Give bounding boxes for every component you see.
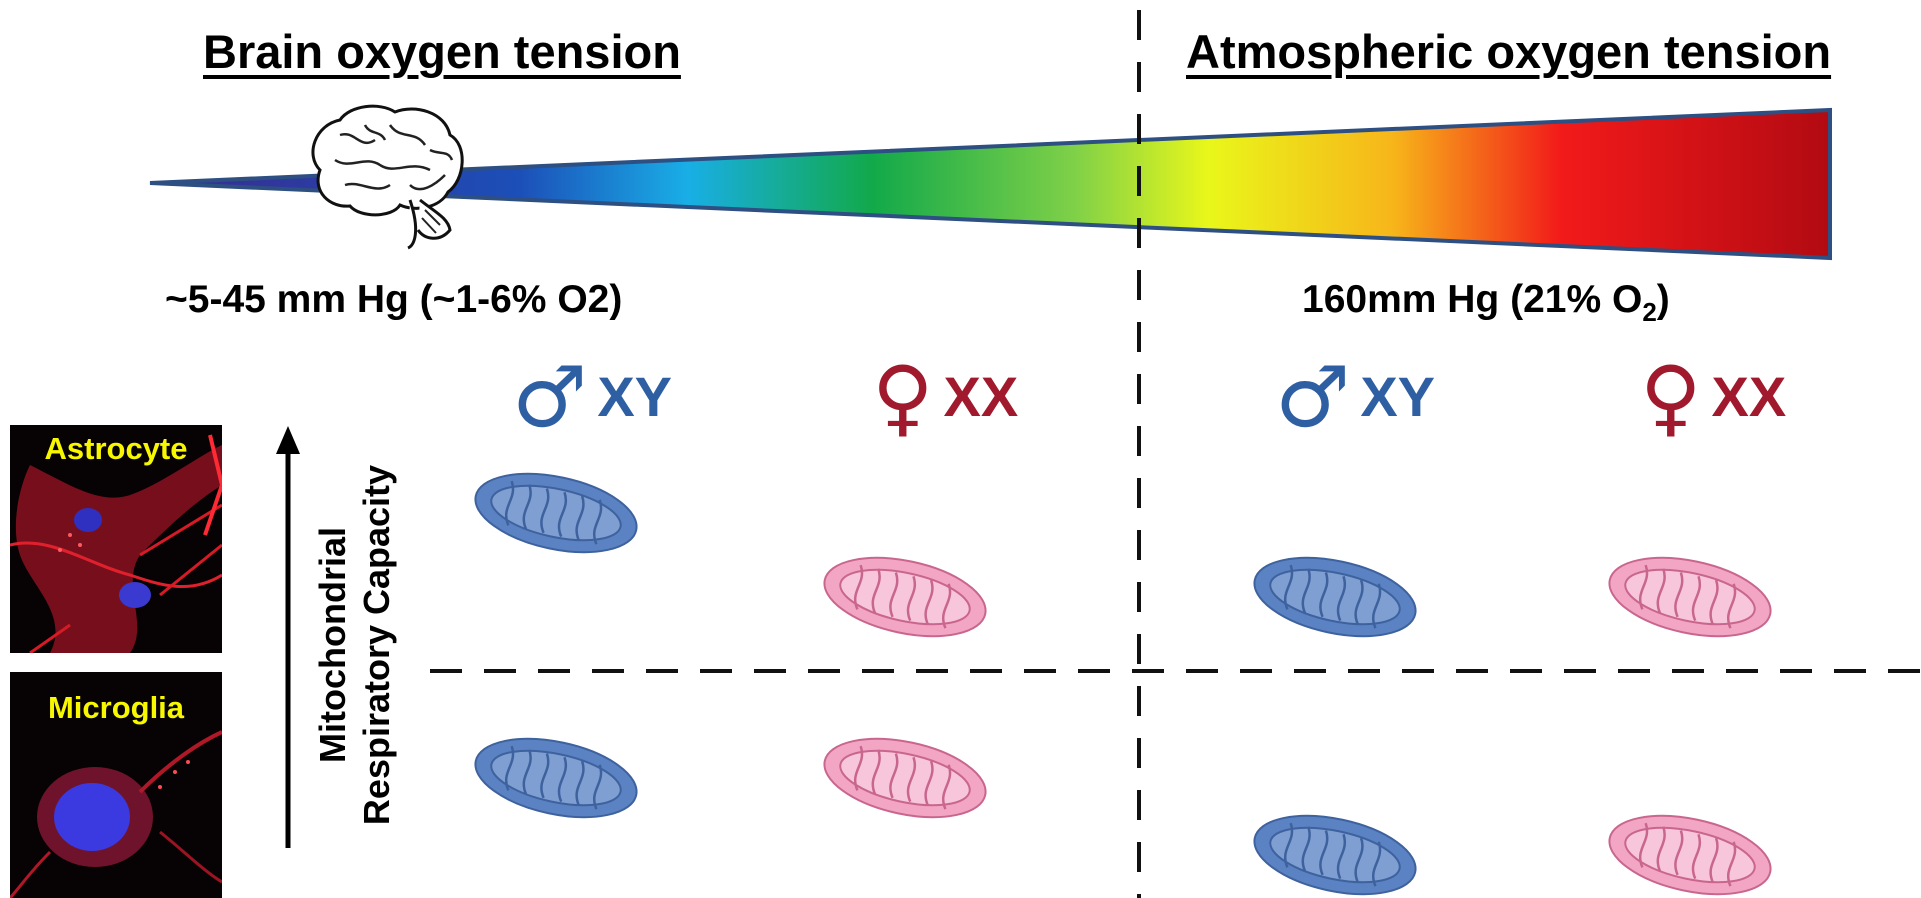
male-chromosome-text: XY [597, 365, 673, 428]
female-chromosome-text: XX [943, 365, 1019, 428]
astrocyte-micrograph [10, 434, 222, 653]
mitochondrion-icon [1608, 814, 1772, 896]
female-chromosome-text: XX [1711, 365, 1787, 428]
left-female-label: ♀ XX [872, 355, 1018, 439]
right-pressure-label: 160mm Hg (21% O2) [1302, 280, 1670, 325]
female-symbol-icon: ♀ [1640, 348, 1702, 446]
mitochondrion-icon [474, 472, 638, 554]
left-pressure-label: ~5-45 mm Hg (~1-6% O2) [165, 278, 623, 321]
mitochondrion-icon [1253, 556, 1417, 638]
up-arrow-icon [276, 426, 300, 848]
microglia-label: Microglia [47, 690, 185, 725]
mitochondrion-icon [823, 556, 987, 638]
astrocyte-image: Astrocyte [10, 425, 222, 653]
microglia-image: Microglia [10, 672, 222, 898]
mitochondrion-icon [1608, 556, 1772, 638]
left-male-label: ♂ XY [512, 355, 672, 439]
male-symbol-icon: ♂ [512, 348, 588, 446]
mitochondrion-icon [474, 737, 638, 819]
mitochondrion-icon [823, 737, 987, 819]
female-symbol-icon: ♀ [872, 348, 934, 446]
male-chromosome-text: XY [1360, 365, 1436, 428]
right-title: Atmospheric oxygen tension [1186, 25, 1832, 78]
right-pressure-subscript: 2 [1642, 296, 1657, 327]
microglia-micrograph [10, 730, 222, 898]
brain-icon [311, 104, 464, 250]
right-male-label: ♂ XY [1275, 355, 1435, 439]
male-symbol-icon: ♂ [1275, 348, 1351, 446]
right-female-label: ♀ XX [1640, 355, 1786, 439]
left-title: Brain oxygen tension [203, 25, 681, 78]
mitochondrion-icon [1253, 814, 1417, 896]
right-pressure-end: ) [1656, 278, 1670, 321]
astrocyte-label: Astrocyte [44, 431, 188, 466]
right-pressure-main: 160mm Hg (21% O [1302, 278, 1643, 321]
vertical-divider [1137, 10, 1141, 898]
